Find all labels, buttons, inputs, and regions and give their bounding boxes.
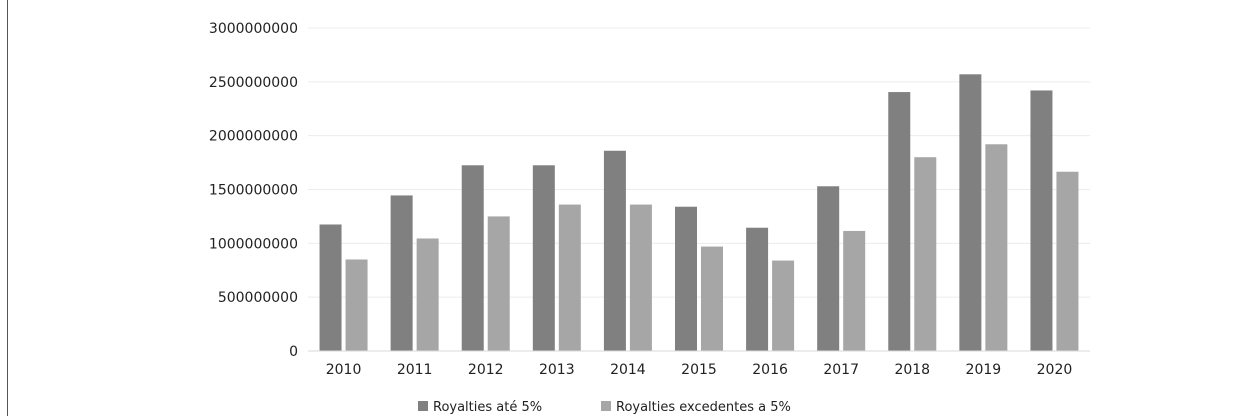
y-tick-label: 1500000000 bbox=[209, 183, 298, 199]
bar-royalties-excedentes-5-2018 bbox=[914, 157, 937, 351]
x-tick-label: 2014 bbox=[610, 362, 646, 378]
x-tick-label: 2013 bbox=[539, 362, 575, 378]
bar-royalties-ate-5-2014 bbox=[603, 150, 626, 351]
bars bbox=[319, 74, 1079, 352]
x-axis-tick-labels: 2010 2011 2012 2013 2014 2015 2016 2017 2018 2019… bbox=[326, 362, 1073, 378]
left-border-line bbox=[7, 0, 8, 416]
bar-royalties-ate-5-2015 bbox=[675, 206, 697, 351]
bar-royalties-ate-5-2012 bbox=[461, 165, 484, 351]
bar-royalties-ate-5-2011 bbox=[390, 195, 413, 351]
x-tick-label: 2018 bbox=[894, 362, 930, 378]
bar-royalties-ate-5-2016 bbox=[746, 227, 769, 351]
bar-royalties-excedentes-5-2015 bbox=[701, 246, 723, 351]
legend-label-royalties-excedentes-5: Royalties excedentes a 5% bbox=[616, 400, 791, 415]
y-tick-label: 2000000000 bbox=[209, 129, 298, 145]
legend-label-royalties-ate-5: Royalties até 5% bbox=[433, 400, 542, 415]
x-tick-label: 2011 bbox=[397, 362, 433, 378]
y-tick-label: 3000000000 bbox=[209, 21, 298, 37]
x-tick-label: 2016 bbox=[752, 362, 788, 378]
bar-royalties-ate-5-2018 bbox=[888, 92, 911, 351]
bar-royalties-ate-5-2017 bbox=[817, 186, 840, 351]
legend: Royalties até 5% Royalties excedentes a 5… bbox=[418, 400, 791, 415]
bar-royalties-excedentes-5-2017 bbox=[843, 230, 866, 351]
x-tick-label: 2019 bbox=[966, 362, 1002, 378]
x-tick-label: 2020 bbox=[1037, 362, 1073, 378]
bar-royalties-excedentes-5-2019 bbox=[985, 144, 1008, 351]
x-tick-label: 2012 bbox=[468, 362, 504, 378]
bar-royalties-excedentes-5-2012 bbox=[487, 216, 510, 351]
bar-royalties-excedentes-5-2016 bbox=[772, 260, 795, 351]
bar-royalties-ate-5-2010 bbox=[319, 224, 342, 351]
bar-royalties-ate-5-2013 bbox=[532, 165, 555, 351]
bar-royalties-excedentes-5-2014 bbox=[629, 204, 652, 351]
bar-royalties-ate-5-2019 bbox=[959, 74, 982, 352]
x-tick-label: 2015 bbox=[681, 362, 717, 378]
y-tick-label: 1000000000 bbox=[209, 236, 298, 252]
y-tick-label: 500000000 bbox=[218, 290, 298, 306]
legend-swatch-royalties-ate-5 bbox=[418, 401, 428, 411]
bar-royalties-ate-5-2020 bbox=[1030, 90, 1053, 352]
bar-royalties-excedentes-5-2011 bbox=[416, 238, 439, 351]
legend-swatch-royalties-excedentes-5 bbox=[601, 401, 611, 411]
y-tick-label: 0 bbox=[289, 344, 298, 360]
x-tick-label: 2017 bbox=[823, 362, 859, 378]
bar-royalties-excedentes-5-2013 bbox=[558, 204, 581, 351]
y-axis-tick-labels: 0 500000000 1000000000 1500000000 2000000000… bbox=[209, 21, 298, 360]
bar-royalties-excedentes-5-2010 bbox=[345, 259, 368, 351]
x-tick-label: 2010 bbox=[326, 362, 362, 378]
bar-royalties-excedentes-5-2020 bbox=[1056, 171, 1079, 351]
y-tick-label: 2500000000 bbox=[209, 75, 298, 91]
